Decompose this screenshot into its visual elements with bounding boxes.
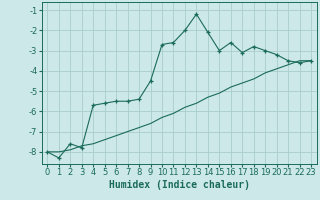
X-axis label: Humidex (Indice chaleur): Humidex (Indice chaleur) <box>109 180 250 190</box>
